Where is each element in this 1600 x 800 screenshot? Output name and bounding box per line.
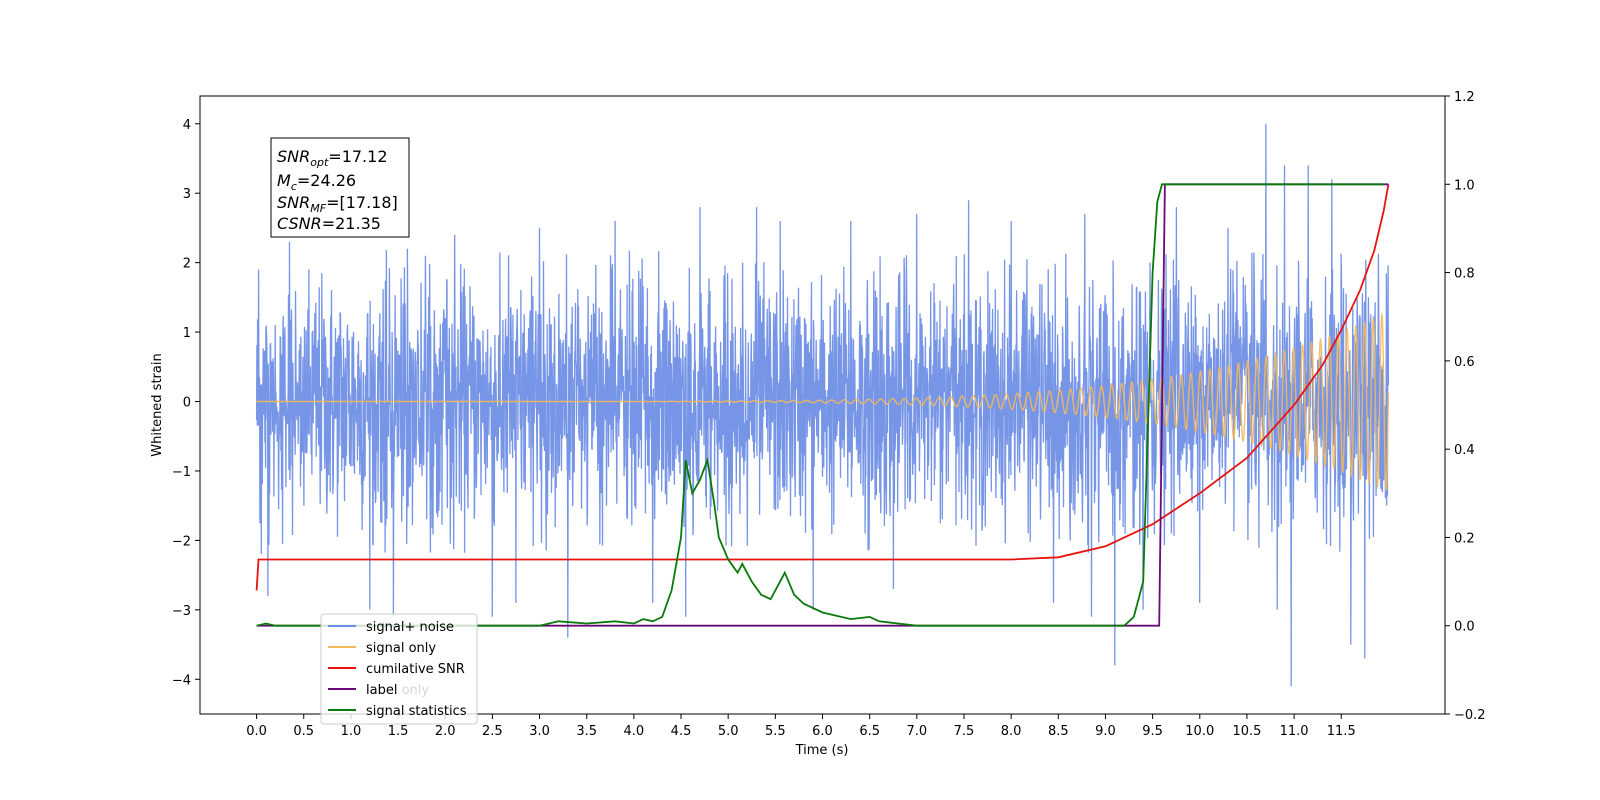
y-left-tick-label: 2: [183, 257, 191, 272]
annotation-box: SNRopt=17.12 Mc=24.26 SNRMF=[17.18] CSNR…: [270, 137, 410, 238]
x-tick-label: 6.0: [812, 724, 833, 739]
y-left-tick-label: −2: [172, 534, 191, 549]
x-tick-label: 11.5: [1327, 724, 1356, 739]
series-signal-only: [256, 311, 1390, 491]
x-tick-label: 11.0: [1280, 724, 1309, 739]
legend-label: signal only: [366, 641, 436, 656]
x-tick-label: 0.0: [246, 724, 267, 739]
y-left-tick-label: 4: [183, 118, 191, 133]
x-tick-label: 7.5: [954, 724, 975, 739]
y-right-tick-label: 0.6: [1454, 355, 1475, 370]
legend-frame: [320, 613, 478, 725]
y-right-tick-label: 0.8: [1454, 267, 1475, 282]
annotation-snr-opt: SNRopt=17.12: [277, 147, 388, 169]
x-tick-label: 4.0: [624, 724, 645, 739]
legend-label: label: [366, 683, 397, 698]
x-tick-label: 2.5: [482, 724, 503, 739]
y-right-tick-label: 1.2: [1454, 90, 1475, 105]
x-tick-label: 8.5: [1048, 724, 1069, 739]
y-right-tick-label: 1.0: [1454, 178, 1475, 193]
legend-label: signal+ noise: [366, 620, 454, 635]
x-tick-label: 5.0: [718, 724, 739, 739]
y-left-tick-label: 1: [183, 326, 191, 341]
x-tick-label: 7.0: [906, 724, 927, 739]
x-tick-label: 0.5: [293, 724, 314, 739]
x-tick-label: 10.5: [1232, 724, 1261, 739]
annotation-frame: [270, 137, 410, 238]
x-tick-label: 3.0: [529, 724, 550, 739]
x-tick-label: 2.0: [435, 724, 456, 739]
y-right-tick-label: 0.2: [1454, 531, 1475, 546]
x-tick-label: 9.5: [1142, 724, 1163, 739]
x-tick-label: 1.0: [341, 724, 362, 739]
y-right-tick-label: −0.2: [1454, 708, 1486, 723]
annotation-mc: Mc=24.26: [277, 171, 356, 193]
x-tick-label: 1.5: [388, 724, 409, 739]
y-left-tick-label: 3: [183, 187, 191, 202]
y-axis-right: 1.2 1.0 0.8 0.6 0.4 0.2 0.0 −0.2: [1445, 90, 1486, 723]
x-tick-label: 4.5: [671, 724, 692, 739]
x-tick-label: 8.0: [1001, 724, 1022, 739]
y-right-tick-label: 0.0: [1454, 620, 1475, 635]
series-signal-statistics: [256, 183, 1384, 627]
annotation-snr-mf: SNRMF=[17.18]: [277, 193, 398, 215]
series-cumulative-snr: [255, 184, 1390, 591]
x-axis: 0.0 0.5 1.0 1.5 2.0 2.5 3.0 3.5 4.0 4.5 5.0 5.5 6.0 6…: [246, 714, 1356, 739]
y-axis-label: Whitened strain: [150, 353, 165, 456]
annotation-csnr: CSNR=21.35: [277, 214, 381, 233]
y-right-tick-label: 0.4: [1454, 443, 1475, 458]
x-tick-label: 5.5: [765, 724, 786, 739]
x-tick-label: 9.0: [1095, 724, 1116, 739]
legend-label-faint: label only: [366, 683, 429, 698]
y-left-tick-label: −4: [172, 673, 191, 688]
x-axis-label: Time (s): [795, 743, 849, 758]
y-left-tick-label: −3: [172, 604, 191, 619]
legend-label: cumilative SNR: [366, 662, 465, 677]
x-tick-label: 10.0: [1185, 724, 1214, 739]
y-axis-left: 4 3 2 1 0 −1 −2 −3 −4: [172, 118, 200, 688]
x-tick-label: 6.5: [859, 724, 880, 739]
series-signal-noise: [255, 123, 1390, 687]
series-layer: [255, 123, 1390, 687]
legend: signal+ noise signal only cumilative SNR la…: [320, 613, 478, 725]
x-tick-label: 3.5: [576, 724, 597, 739]
y-left-tick-label: 0: [183, 396, 191, 411]
legend-label: signal statistics: [366, 704, 467, 719]
y-left-tick-label: −1: [172, 465, 191, 480]
